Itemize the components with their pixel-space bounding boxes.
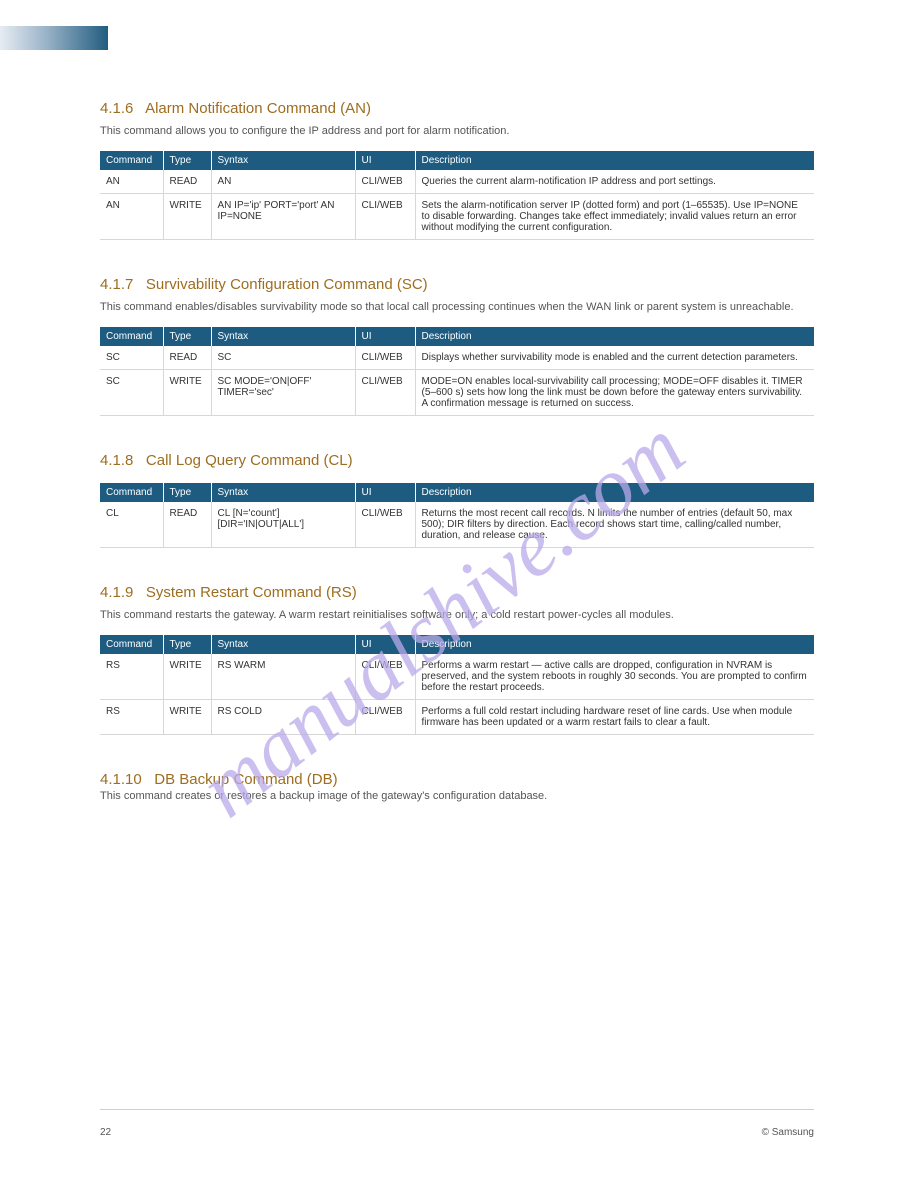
cell-type: READ — [163, 502, 211, 548]
section-title: Call Log Query Command (CL) — [146, 452, 353, 469]
section-heading: 4.1.6 Alarm Notification Command (AN) — [100, 100, 814, 117]
section-4-1-9: 4.1.9 System Restart Command (RS) This c… — [100, 584, 814, 735]
section-heading: 4.1.10 DB Backup Command (DB) — [100, 771, 814, 788]
section-number: 4.1.6 — [100, 100, 133, 117]
th-desc: Description — [415, 483, 814, 502]
page-content: 4.1.6 Alarm Notification Command (AN) Th… — [100, 100, 814, 1128]
footer-copyright: © Samsung — [762, 1127, 814, 1138]
section-title: Alarm Notification Command (AN) — [145, 100, 371, 117]
th-syntax: Syntax — [211, 151, 355, 170]
section-4-1-7: 4.1.7 Survivability Configuration Comman… — [100, 276, 814, 416]
section-subtitle: This command enables/disables survivabil… — [100, 301, 814, 313]
cell-cmd: SC — [100, 346, 163, 370]
th-ui: UI — [355, 327, 415, 346]
footer-page-number: 22 — [100, 1127, 111, 1138]
cell-desc: Returns the most recent call records. N … — [415, 502, 814, 548]
cell-desc: Performs a warm restart — active calls a… — [415, 654, 814, 700]
table-row: SC WRITE SC MODE='ON|OFF' TIMER='sec' CL… — [100, 370, 814, 416]
section-subtitle: This command allows you to configure the… — [100, 125, 814, 137]
page-footer: 22 © Samsung — [100, 1127, 814, 1138]
section-number: 4.1.7 — [100, 276, 133, 293]
cell-cmd: SC — [100, 370, 163, 416]
cell-type: WRITE — [163, 700, 211, 735]
table-row: RS WRITE RS COLD CLI/WEB Performs a full… — [100, 700, 814, 735]
cell-syntax: RS COLD — [211, 700, 355, 735]
cell-ui: CLI/WEB — [355, 346, 415, 370]
cell-desc: Displays whether survivability mode is e… — [415, 346, 814, 370]
cell-desc: MODE=ON enables local-survivability call… — [415, 370, 814, 416]
section-heading: 4.1.9 System Restart Command (RS) — [100, 584, 814, 601]
th-ui: UI — [355, 635, 415, 654]
th-desc: Description — [415, 327, 814, 346]
cell-type: READ — [163, 346, 211, 370]
command-table: Command Type Syntax UI Description RS WR… — [100, 635, 814, 735]
section-number: 4.1.9 — [100, 584, 133, 601]
cell-cmd: AN — [100, 194, 163, 240]
table-row: SC READ SC CLI/WEB Displays whether surv… — [100, 346, 814, 370]
header-accent-bar — [0, 26, 108, 50]
cell-desc: Sets the alarm-notification server IP (d… — [415, 194, 814, 240]
cell-cmd: CL — [100, 502, 163, 548]
section-number: 4.1.8 — [100, 452, 133, 469]
cell-cmd: RS — [100, 700, 163, 735]
table-row: AN WRITE AN IP='ip' PORT='port' AN IP=NO… — [100, 194, 814, 240]
table-row: CL READ CL [N='count'] [DIR='IN|OUT|ALL'… — [100, 502, 814, 548]
th-desc: Description — [415, 151, 814, 170]
cell-ui: CLI/WEB — [355, 700, 415, 735]
th-type: Type — [163, 483, 211, 502]
cell-syntax: SC — [211, 346, 355, 370]
command-table: Command Type Syntax UI Description SC RE… — [100, 327, 814, 416]
cell-ui: CLI/WEB — [355, 194, 415, 240]
section-number: 4.1.10 — [100, 771, 142, 788]
cell-cmd: AN — [100, 170, 163, 194]
command-table: Command Type Syntax UI Description AN RE… — [100, 151, 814, 240]
cell-type: WRITE — [163, 370, 211, 416]
footer-rule — [100, 1109, 814, 1110]
cell-syntax: CL [N='count'] [DIR='IN|OUT|ALL'] — [211, 502, 355, 548]
cell-ui: CLI/WEB — [355, 170, 415, 194]
cell-syntax: SC MODE='ON|OFF' TIMER='sec' — [211, 370, 355, 416]
th-command: Command — [100, 635, 163, 654]
th-syntax: Syntax — [211, 327, 355, 346]
section-4-1-10: 4.1.10 DB Backup Command (DB) This comma… — [100, 771, 814, 802]
th-command: Command — [100, 327, 163, 346]
cell-syntax: AN IP='ip' PORT='port' AN IP=NONE — [211, 194, 355, 240]
section-heading: 4.1.8 Call Log Query Command (CL) — [100, 452, 814, 469]
cell-ui: CLI/WEB — [355, 370, 415, 416]
section-4-1-6: 4.1.6 Alarm Notification Command (AN) Th… — [100, 100, 814, 240]
cell-type: READ — [163, 170, 211, 194]
cell-type: WRITE — [163, 654, 211, 700]
th-type: Type — [163, 635, 211, 654]
th-ui: UI — [355, 151, 415, 170]
th-type: Type — [163, 327, 211, 346]
table-row: AN READ AN CLI/WEB Queries the current a… — [100, 170, 814, 194]
th-desc: Description — [415, 635, 814, 654]
cell-cmd: RS — [100, 654, 163, 700]
section-title: System Restart Command (RS) — [146, 584, 357, 601]
section-title: DB Backup Command (DB) — [154, 771, 337, 788]
cell-desc: Performs a full cold restart including h… — [415, 700, 814, 735]
cell-type: WRITE — [163, 194, 211, 240]
section-4-1-8: 4.1.8 Call Log Query Command (CL) Comman… — [100, 452, 814, 548]
th-syntax: Syntax — [211, 483, 355, 502]
section-heading: 4.1.7 Survivability Configuration Comman… — [100, 276, 814, 293]
cell-ui: CLI/WEB — [355, 502, 415, 548]
section-subtitle: This command creates or restores a backu… — [100, 790, 814, 802]
table-row: RS WRITE RS WARM CLI/WEB Performs a warm… — [100, 654, 814, 700]
th-command: Command — [100, 151, 163, 170]
section-subtitle: This command restarts the gateway. A war… — [100, 609, 814, 621]
cell-syntax: RS WARM — [211, 654, 355, 700]
th-ui: UI — [355, 483, 415, 502]
th-syntax: Syntax — [211, 635, 355, 654]
command-table: Command Type Syntax UI Description CL RE… — [100, 483, 814, 548]
th-command: Command — [100, 483, 163, 502]
section-title: Survivability Configuration Command (SC) — [146, 276, 428, 293]
th-type: Type — [163, 151, 211, 170]
cell-syntax: AN — [211, 170, 355, 194]
cell-ui: CLI/WEB — [355, 654, 415, 700]
cell-desc: Queries the current alarm-notification I… — [415, 170, 814, 194]
